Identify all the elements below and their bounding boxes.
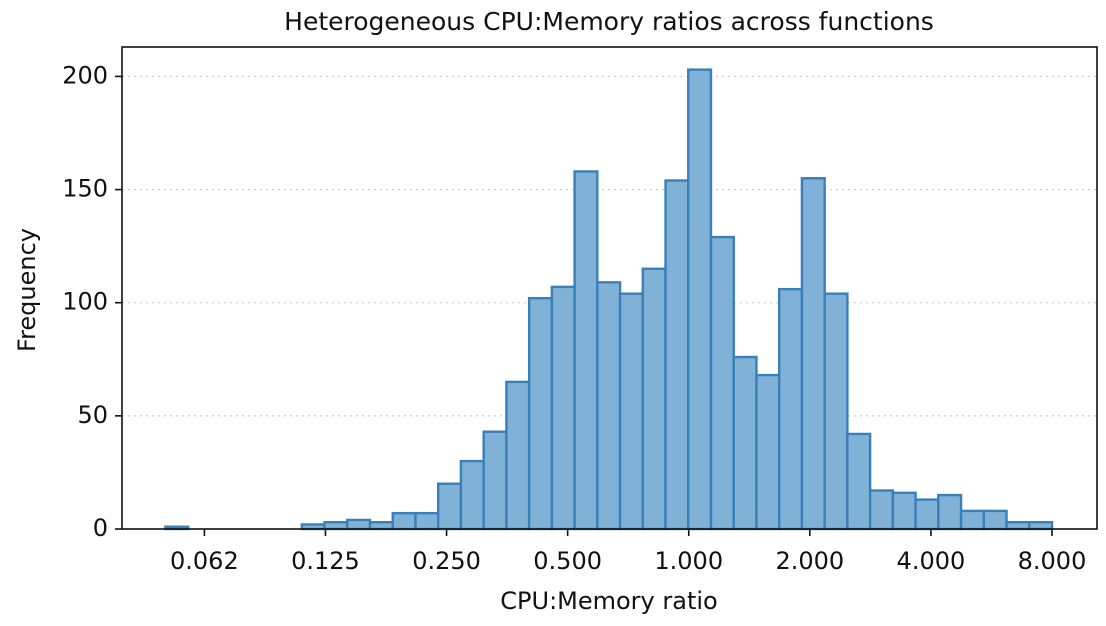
x-tick-label: 1.000 [654,547,723,575]
bar [414,511,440,531]
bar [959,509,985,531]
x-tick-label: 0.062 [170,547,239,575]
plot-frame [121,46,1098,530]
x-tick-label: 8.000 [1018,547,1087,575]
bar [459,459,485,531]
y-axis-label: Frequency [13,228,41,352]
y-tick-label: 200 [62,61,108,89]
bar [937,493,963,531]
bar [505,380,531,531]
bar [391,511,417,531]
bar [368,521,394,531]
bar [732,355,758,531]
bar [550,285,576,531]
x-tick-label: 0.125 [291,547,360,575]
bar [527,296,554,531]
bar [846,432,872,531]
bar [1028,521,1054,531]
bar [777,287,804,531]
bar [664,179,690,531]
bar [982,509,1008,531]
bar [687,68,713,531]
y-tick-label: 50 [77,401,108,429]
x-tick-label: 4.000 [897,547,966,575]
bar [596,281,622,531]
bar [1005,521,1031,531]
chart-title: Heterogeneous CPU:Memory ratios across f… [284,7,934,36]
y-tick-label: 100 [62,288,108,316]
x-axis-label: CPU:Memory ratio [500,587,717,615]
bar [755,373,781,531]
y-tick-label: 0 [93,514,108,542]
bar [914,498,940,531]
bar [800,177,826,531]
bar [641,267,667,531]
bar [436,482,463,531]
bar [323,521,349,531]
bar [868,489,895,531]
x-tick-label: 0.250 [412,547,481,575]
bar [482,430,508,531]
bar [618,292,645,531]
bar [573,170,599,531]
x-tick-label: 2.000 [775,547,844,575]
y-tick-label: 150 [62,175,108,203]
bar [709,235,735,531]
bar [346,518,372,531]
bar [823,292,849,531]
bar [891,491,917,531]
x-tick-label: 0.500 [533,547,602,575]
